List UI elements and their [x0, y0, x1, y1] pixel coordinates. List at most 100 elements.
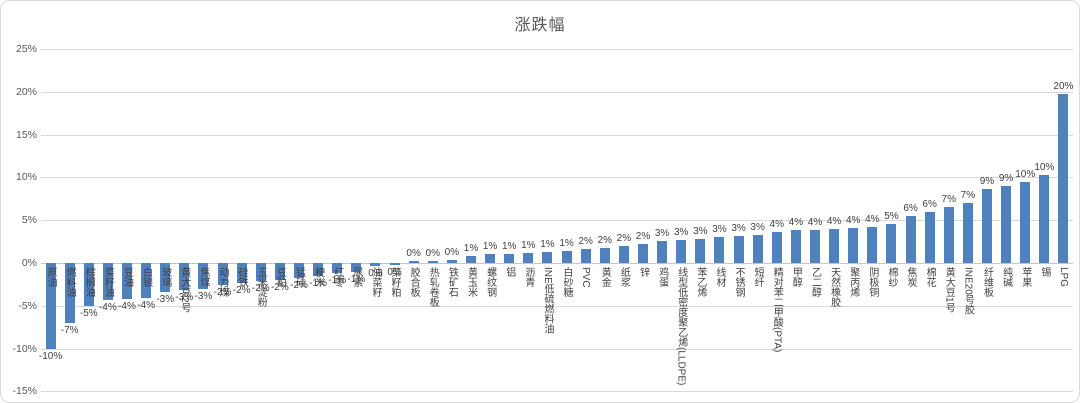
bar-value-label: 1%: [463, 243, 479, 255]
category-label: 硅铁: [236, 267, 248, 287]
category-label: 天然橡胶: [828, 267, 840, 307]
bar: [982, 189, 992, 263]
category-label: 白砂糖: [561, 267, 573, 297]
bar-value-label: 4%: [769, 219, 784, 231]
bar-value-label: -3%: [175, 292, 194, 304]
bar-value-label: -2%: [232, 284, 251, 296]
bar-value-label: -3%: [194, 290, 213, 302]
category-label: INE低硫燃料油: [541, 267, 553, 334]
bar-value-label: -2%: [251, 282, 270, 294]
bar: [599, 247, 610, 263]
bar: [83, 263, 94, 306]
bar-value-label: 10%: [1034, 161, 1055, 173]
category-label: 纤维板: [981, 267, 993, 297]
category-label: 油菜籽: [369, 267, 381, 297]
category-label: 线材: [713, 267, 725, 287]
bar-value-label: -2%: [213, 287, 232, 299]
chart-title: 涨跌幅: [514, 17, 566, 34]
bar: [618, 245, 629, 263]
category-label: INE20号胶: [962, 267, 974, 315]
bar-value-label: -4%: [118, 300, 136, 312]
bar-value-label: -1%: [347, 273, 366, 285]
category-label: 棉花: [924, 267, 936, 287]
category-label: 豆油: [121, 267, 133, 287]
category-label: 铝: [503, 267, 515, 277]
category-label: 豆粕: [274, 267, 286, 287]
category-label: 苹果: [1019, 267, 1031, 287]
category-label: 锰硅: [293, 267, 305, 287]
bar-value-label: 0%: [368, 268, 383, 280]
category-label: 菜籽油: [102, 267, 114, 297]
bar: [676, 239, 687, 263]
bar: [102, 263, 113, 300]
bar-value-label: 9%: [979, 176, 995, 188]
bar: [485, 254, 496, 263]
bar-value-label: -4%: [98, 301, 117, 313]
y-axis-tick-label: -10%: [12, 342, 37, 355]
gridline: [41, 91, 1073, 93]
bar-value-label: 2%: [597, 234, 612, 246]
bar-value-label: 4%: [865, 214, 880, 226]
category-label: 锡: [1038, 267, 1050, 277]
bar: [886, 223, 897, 263]
category-label: 黄大豆1号: [943, 267, 955, 313]
y-axis-tick-label: 15%: [15, 128, 37, 141]
x-axis-line: [41, 263, 1073, 264]
bar-value-label: 3%: [731, 222, 746, 234]
bar-value-label: 3%: [750, 221, 765, 233]
bar-value-label: 0%: [425, 248, 440, 260]
bar: [810, 229, 820, 263]
bar: [179, 263, 190, 291]
category-label: 燃料油: [64, 267, 76, 297]
category-label: 阴极铜: [866, 267, 878, 297]
bar: [217, 263, 228, 286]
category-label: 玉米淀粉: [255, 267, 267, 307]
bar-value-label: 3%: [712, 224, 727, 236]
bar: [504, 253, 515, 263]
bar: [962, 203, 973, 263]
category-label: 热轧卷板: [427, 267, 439, 307]
category-label: 黄大豆2号: [178, 267, 190, 313]
bar: [198, 263, 209, 289]
category-label: 鸡蛋: [656, 267, 668, 287]
bar: [313, 263, 324, 276]
y-axis-tick-label: 10%: [15, 171, 37, 184]
bar: [790, 230, 801, 263]
category-label: 原油: [45, 267, 57, 287]
bar-value-label: 3%: [693, 226, 708, 238]
gridline: [41, 391, 1073, 393]
bar-value-label: 1%: [501, 240, 517, 252]
category-label: 沥青: [522, 267, 534, 287]
bar-value-label: 0%: [387, 267, 402, 279]
bar-value-label: 1%: [482, 241, 498, 253]
bar-value-label: 6%: [903, 202, 918, 214]
bar-value-label: -4%: [137, 300, 155, 312]
bar: [408, 261, 419, 264]
bar-value-label: 7%: [960, 190, 976, 202]
bar: [943, 206, 954, 263]
gridline: [41, 305, 1073, 307]
bar-value-label: 2%: [578, 236, 593, 248]
bar: [332, 263, 343, 274]
bar: [561, 251, 572, 263]
bar-value-label: 1%: [540, 238, 555, 250]
bar-value-label: 4%: [845, 214, 861, 226]
category-label: 棉纱: [885, 267, 897, 287]
bar: [867, 227, 878, 263]
bar-value-label: 4%: [788, 217, 804, 229]
bar-value-label: -5%: [79, 307, 98, 319]
y-axis-tick-label: -15%: [12, 385, 37, 398]
bar: [771, 232, 782, 263]
bar: [389, 263, 400, 266]
bar: [294, 263, 304, 279]
bar: [829, 228, 840, 263]
bar: [160, 263, 171, 293]
gridline: [41, 49, 1073, 50]
bar-value-label: 1%: [559, 238, 574, 250]
bar: [370, 263, 381, 267]
bar: [848, 227, 859, 263]
gridline: [41, 177, 1073, 179]
category-label: 黄金: [599, 267, 611, 287]
bar: [351, 263, 362, 272]
